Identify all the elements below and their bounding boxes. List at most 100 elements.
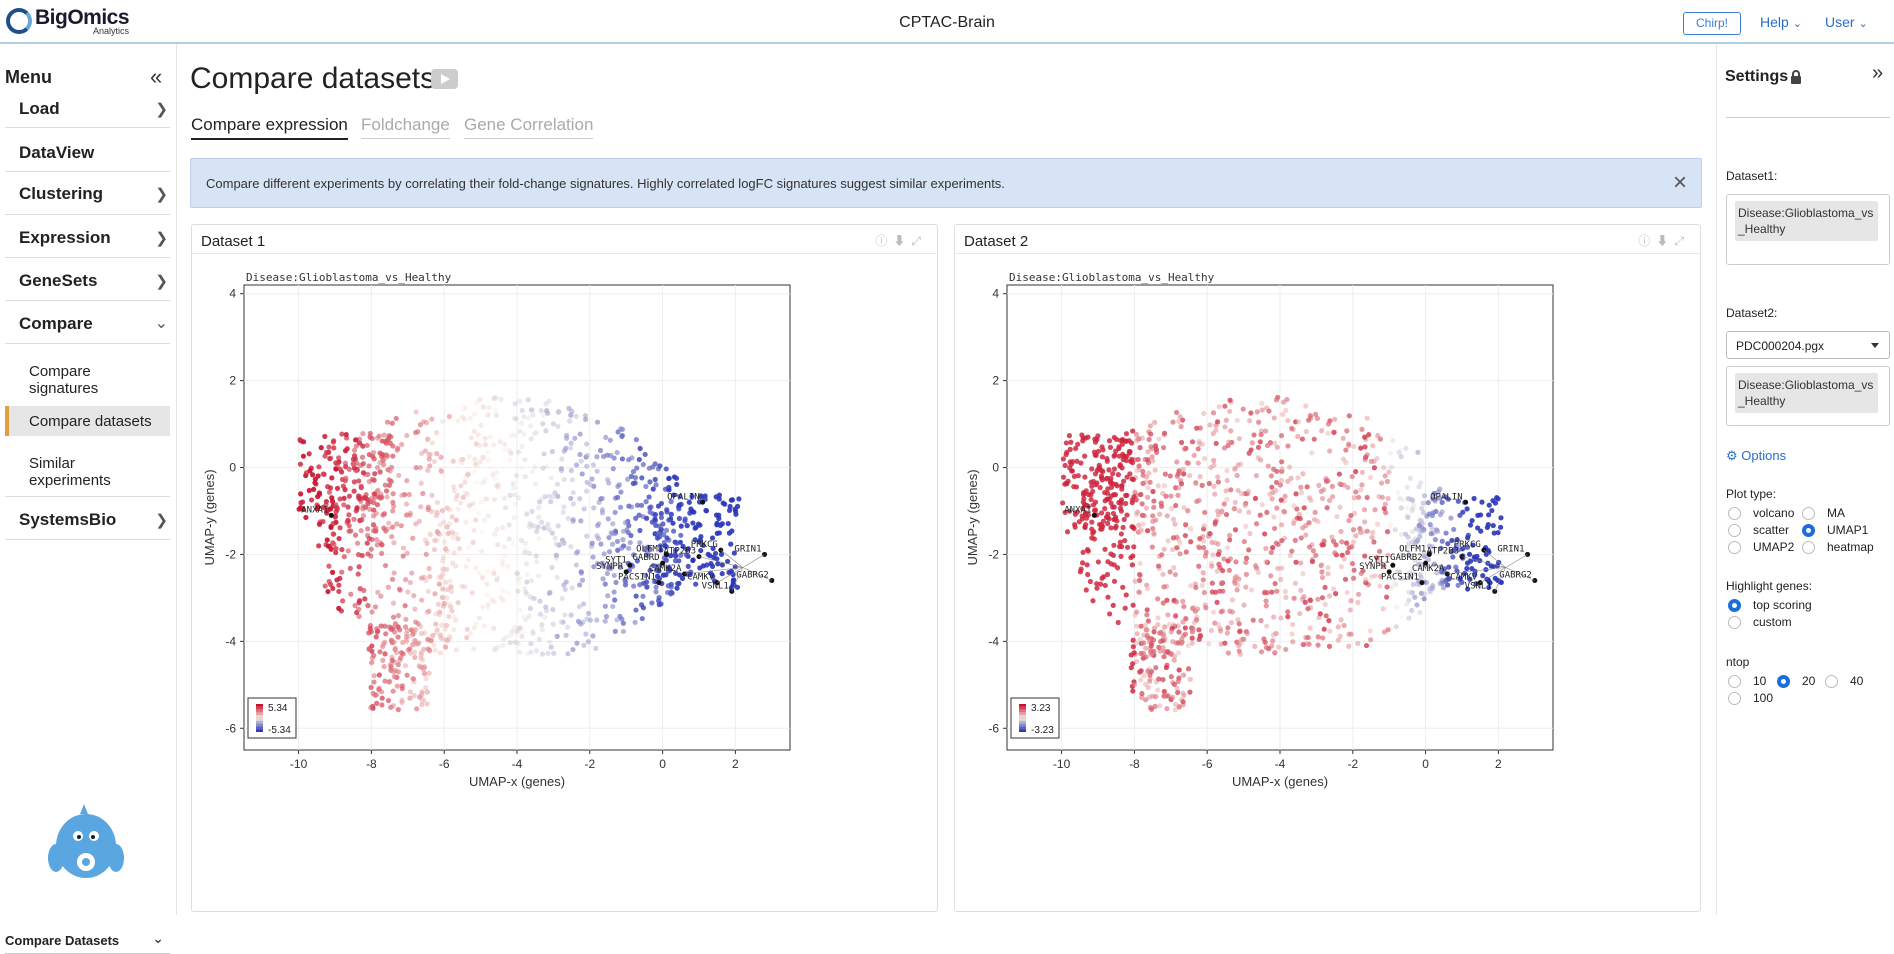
bigomics-logo[interactable]: BigOmics Analytics bbox=[6, 7, 130, 36]
data-point bbox=[594, 468, 600, 474]
data-point bbox=[1341, 622, 1347, 629]
data-point bbox=[573, 413, 579, 419]
dataset1-contrast-select[interactable]: Disease:Glioblastoma_vs_Healthy bbox=[1726, 194, 1890, 265]
data-point bbox=[443, 637, 449, 643]
collapse-sidebar-icon[interactable]: « bbox=[150, 64, 163, 89]
sidebar-subitem-similar-experiments[interactable]: Similar experiments bbox=[5, 453, 170, 497]
data-point bbox=[1385, 495, 1391, 502]
sidebar-item-load[interactable]: Load ❯ bbox=[5, 93, 170, 128]
sidebar-item-systemsbio[interactable]: SystemsBio ❯ bbox=[5, 500, 170, 540]
x-tick-label: 0 bbox=[1422, 757, 1429, 771]
data-point bbox=[528, 436, 534, 442]
data-point bbox=[1388, 464, 1395, 470]
sidebar-subitem-compare-datasets[interactable]: Compare datasets bbox=[5, 406, 170, 436]
data-point bbox=[1155, 483, 1161, 489]
chevron-down-icon: ⌄ bbox=[154, 315, 168, 332]
data-point bbox=[663, 572, 669, 578]
data-point bbox=[1118, 531, 1124, 537]
info-icon[interactable]: ⓘ bbox=[1638, 234, 1657, 248]
info-icon[interactable]: ⓘ bbox=[875, 234, 894, 248]
data-point bbox=[1139, 501, 1145, 507]
data-point bbox=[413, 640, 419, 646]
dataset2-contrast-select[interactable]: Disease:Glioblastoma_vs_Healthy bbox=[1726, 366, 1890, 426]
video-play-icon[interactable] bbox=[431, 69, 458, 89]
settings-title: Settings bbox=[1725, 68, 1789, 85]
data-point bbox=[1337, 633, 1343, 639]
data-point bbox=[1203, 605, 1209, 611]
data-point bbox=[1224, 545, 1231, 551]
data-point bbox=[731, 577, 737, 583]
data-point bbox=[413, 409, 419, 415]
data-point bbox=[1348, 631, 1354, 637]
sidebar-item-compare[interactable]: Compare ⌄ bbox=[5, 305, 170, 344]
data-point bbox=[1236, 508, 1243, 514]
data-point bbox=[366, 535, 372, 542]
data-point bbox=[1076, 519, 1082, 525]
umap-plot-dataset2[interactable]: Disease:Glioblastoma_vs_Healthy-10 -8 -6 -4… bbox=[955, 255, 1700, 912]
gene-label: GABRG2 bbox=[1499, 571, 1532, 581]
sidebar-item-clustering[interactable]: Clustering ❯ bbox=[5, 175, 170, 215]
download-icon[interactable]: ⬇ bbox=[1656, 234, 1675, 248]
data-point bbox=[1243, 571, 1250, 577]
data-point bbox=[1215, 551, 1221, 558]
data-point bbox=[1273, 479, 1280, 486]
dataset2-contrast-tag[interactable]: Disease:Glioblastoma_vs_Healthy bbox=[1735, 373, 1878, 413]
data-point bbox=[1120, 436, 1126, 443]
dataset2-file-select[interactable]: PDC000204.pgx bbox=[1726, 331, 1890, 359]
chirp-button[interactable]: Chirp! bbox=[1683, 12, 1741, 35]
data-point bbox=[473, 517, 479, 523]
data-point bbox=[1255, 569, 1261, 576]
data-point bbox=[647, 479, 653, 485]
data-point bbox=[576, 604, 583, 610]
data-point bbox=[333, 460, 339, 466]
data-point bbox=[1270, 632, 1276, 638]
user-menu[interactable]: User ⌄ bbox=[1825, 14, 1868, 30]
sidebar-item-expression[interactable]: Expression ❯ bbox=[5, 219, 170, 258]
page-select[interactable]: Compare Datasets ⌄ bbox=[5, 928, 170, 954]
plot-title: Disease:Glioblastoma_vs_Healthy bbox=[246, 271, 452, 284]
options-toggle[interactable]: ⚙ Options bbox=[1726, 448, 1786, 464]
data-point bbox=[1321, 626, 1327, 632]
download-icon[interactable]: ⬇ bbox=[893, 234, 912, 248]
data-point bbox=[591, 505, 597, 511]
data-point bbox=[443, 622, 450, 629]
data-point bbox=[434, 451, 440, 457]
data-point bbox=[392, 667, 398, 674]
dataset1-contrast-tag[interactable]: Disease:Glioblastoma_vs_Healthy bbox=[1735, 201, 1878, 241]
tab-compare-expression[interactable]: Compare expression bbox=[191, 115, 348, 140]
help-menu[interactable]: Help ⌄ bbox=[1760, 14, 1802, 30]
data-point bbox=[1362, 553, 1368, 559]
expand-icon[interactable]: ⤢ bbox=[911, 234, 927, 248]
close-icon[interactable]: × bbox=[1672, 169, 1687, 196]
data-point bbox=[514, 576, 520, 582]
data-point bbox=[391, 673, 397, 680]
data-point bbox=[1246, 547, 1252, 553]
data-point bbox=[1202, 509, 1208, 516]
data-point bbox=[377, 469, 383, 475]
collapse-settings-icon[interactable]: » bbox=[1872, 62, 1884, 84]
data-point bbox=[480, 454, 486, 461]
data-point bbox=[356, 478, 362, 484]
umap-plot-dataset1[interactable]: Disease:Glioblastoma_vs_Healthy-10 -8 -6 -4… bbox=[192, 255, 937, 912]
data-point bbox=[514, 570, 520, 577]
data-point bbox=[1321, 487, 1327, 493]
data-point bbox=[463, 519, 469, 525]
tab-foldchange[interactable]: Foldchange bbox=[361, 115, 450, 139]
sidebar-item-dataview[interactable]: DataView bbox=[5, 134, 170, 172]
sidebar-item-genesets[interactable]: GeneSets ❯ bbox=[5, 262, 170, 301]
data-point bbox=[671, 528, 677, 534]
data-point bbox=[1257, 439, 1263, 445]
data-point bbox=[465, 471, 471, 477]
data-point bbox=[595, 535, 602, 542]
data-point bbox=[1237, 640, 1243, 646]
data-point bbox=[1405, 575, 1411, 581]
tab-gene-correlation[interactable]: Gene Correlation bbox=[464, 115, 594, 139]
sidebar-subitem-compare-signatures[interactable]: Compare signatures bbox=[5, 362, 170, 398]
data-point bbox=[424, 701, 430, 707]
data-point bbox=[532, 464, 538, 470]
data-point bbox=[447, 578, 453, 584]
expand-icon[interactable]: ⤢ bbox=[1674, 234, 1690, 248]
data-point bbox=[1138, 668, 1144, 674]
data-point bbox=[1325, 478, 1331, 484]
data-point bbox=[360, 431, 366, 437]
